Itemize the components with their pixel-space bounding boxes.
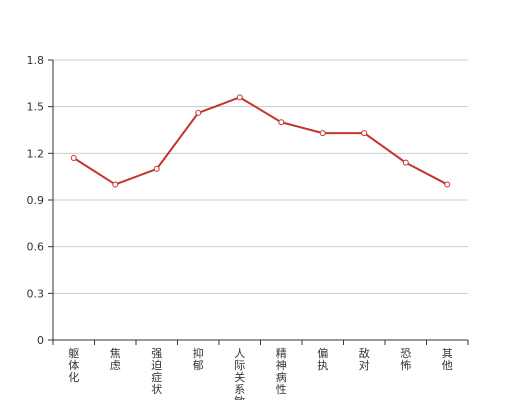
series-line: [73, 96, 448, 186]
x-category-label: 躯体化: [68, 347, 79, 384]
x-category-label: 人际关系敏感: [234, 347, 245, 400]
data-point[interactable]: [112, 181, 119, 188]
data-point[interactable]: [195, 109, 202, 116]
grid-lines: [53, 59, 468, 294]
x-category-label: 抑郁: [193, 346, 204, 372]
y-tick-label: 0.6: [27, 241, 45, 254]
y-tick-label: 0: [37, 334, 44, 347]
x-category-label: 敌对: [359, 346, 370, 372]
y-tick-label: 1.5: [27, 101, 45, 114]
x-category-label: 强迫症状: [151, 347, 162, 396]
x-category-label: 偏执: [317, 346, 328, 372]
y-tick-label: 0.3: [27, 287, 45, 300]
data-point[interactable]: [361, 130, 368, 137]
data-points: [70, 94, 451, 188]
data-point[interactable]: [70, 155, 77, 161]
x-category-label: 精神病性: [276, 347, 287, 396]
data-point[interactable]: [278, 119, 285, 126]
y-tick-label: 0.9: [27, 194, 45, 207]
y-axis-tick-labels: 0 0.3 0.6 0.9 1.2 1.5 1.8: [27, 54, 45, 347]
x-category-label: 恐怖: [400, 347, 411, 372]
y-tick-label: 1.8: [27, 54, 45, 67]
data-point[interactable]: [319, 130, 326, 137]
y-tick-label: 1.2: [27, 147, 45, 160]
series-line: [73, 96, 448, 186]
x-category-label: 焦虑: [110, 347, 121, 372]
x-axis-category-labels: 躯体化 焦虑 强迫症状 抑郁 人际关系敏感 精神病性 偏执 敌对 恐怖 其他: [68, 346, 453, 400]
axes: [48, 59, 469, 345]
data-point[interactable]: [402, 159, 409, 166]
data-point[interactable]: [236, 94, 243, 101]
data-point[interactable]: [444, 181, 451, 188]
data-point[interactable]: [153, 165, 160, 172]
x-category-label: 其他: [442, 347, 453, 372]
